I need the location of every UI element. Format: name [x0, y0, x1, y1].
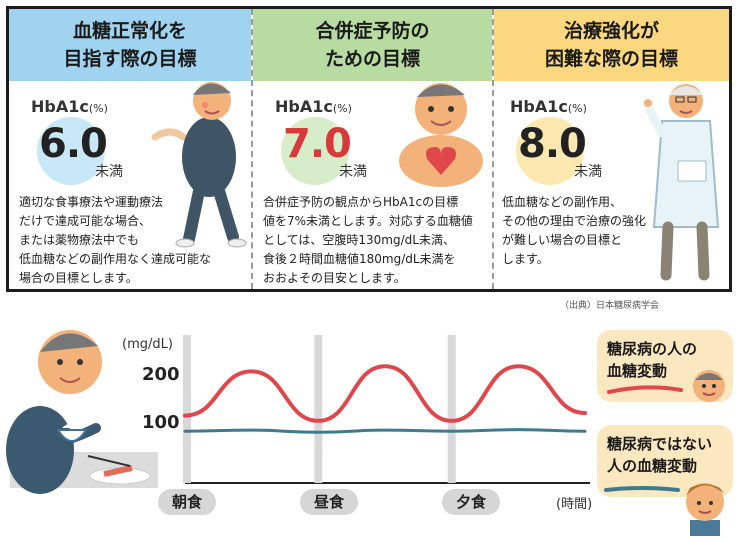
man-eating-icon	[6, 330, 158, 494]
column-description: 適切な食事療法や運動療法 だけで達成可能な場合、 または薬物療法中でも 低血糖な…	[19, 195, 212, 285]
heart-man-icon	[399, 83, 483, 187]
column-description: 合併症予防の観点からHbA1cの目標 値を7%未満とします。対応する血糖値 とし…	[263, 195, 473, 285]
meal-marker	[447, 335, 456, 483]
value-circle	[37, 117, 105, 185]
under-label: 未満	[95, 164, 123, 180]
hba1c-value: 8.0	[518, 121, 587, 167]
value-circle	[516, 117, 584, 185]
legend-normal: 糖尿病ではない 人の血糖変動	[597, 425, 733, 497]
older-man-icon	[693, 370, 725, 402]
meal-marker	[183, 335, 191, 483]
walking-man-icon	[151, 82, 247, 248]
column-heading: 治療強化が 困難な際の目標	[494, 9, 729, 81]
column-heading: 合併症予防の ための目標	[253, 9, 492, 81]
x-axis-unit: (時間)	[556, 497, 593, 512]
hba1c-value: 7.0	[283, 121, 352, 167]
legend-line-normal	[604, 486, 680, 492]
hba1c-label: HbA1c(%)	[275, 97, 352, 116]
series-line-normal	[183, 428, 587, 434]
y-axis-unit: (mg/dL)	[122, 337, 173, 352]
meal-marker	[314, 335, 323, 483]
legend-line-diabetic	[607, 385, 683, 394]
meal-label-lunch: 昼食	[300, 489, 358, 515]
legend-diabetic: 糖尿病の人の 血糖変動	[597, 330, 733, 402]
goals-panel: 血糖正常化を 目指す際の目標 HbA1c(%) 6.0 未満 適切な食事療法や運…	[6, 6, 732, 292]
hba1c-value: 6.0	[39, 121, 108, 167]
hba1c-label: HbA1c(%)	[510, 97, 587, 116]
meal-label-dinner: 夕食	[442, 489, 500, 515]
hba1c-label: HbA1c(%)	[31, 97, 108, 116]
meal-label-breakfast: 朝食	[158, 489, 216, 515]
young-man-icon	[686, 483, 724, 536]
doctor-icon	[644, 84, 720, 281]
y-tick-label: 200	[142, 364, 180, 385]
under-label: 未満	[339, 164, 367, 180]
series-line-diabetic	[183, 364, 587, 423]
value-circle	[281, 117, 349, 185]
column-heading: 血糖正常化を 目指す際の目標	[9, 9, 251, 81]
column-description: 低血糖などの副作用、 その他の理由で治療の強化 が難しい場合の目標と します。	[502, 195, 647, 266]
under-label: 未満	[574, 164, 602, 180]
y-tick-label: 100	[142, 412, 180, 433]
goal-column-difficult: 治療強化が 困難な際の目標 HbA1c(%) 8.0 未満 低血糖などの副作用、…	[492, 9, 729, 289]
source-citation: （出典）日本糖尿病学会	[560, 301, 660, 311]
goal-column-prevent: 合併症予防の ための目標 HbA1c(%) 7.0 未満 合併症予防の観点からH…	[251, 9, 492, 289]
glucose-chart	[6, 330, 590, 494]
goal-column-normalize: 血糖正常化を 目指す際の目標 HbA1c(%) 6.0 未満 適切な食事療法や運…	[9, 9, 251, 289]
